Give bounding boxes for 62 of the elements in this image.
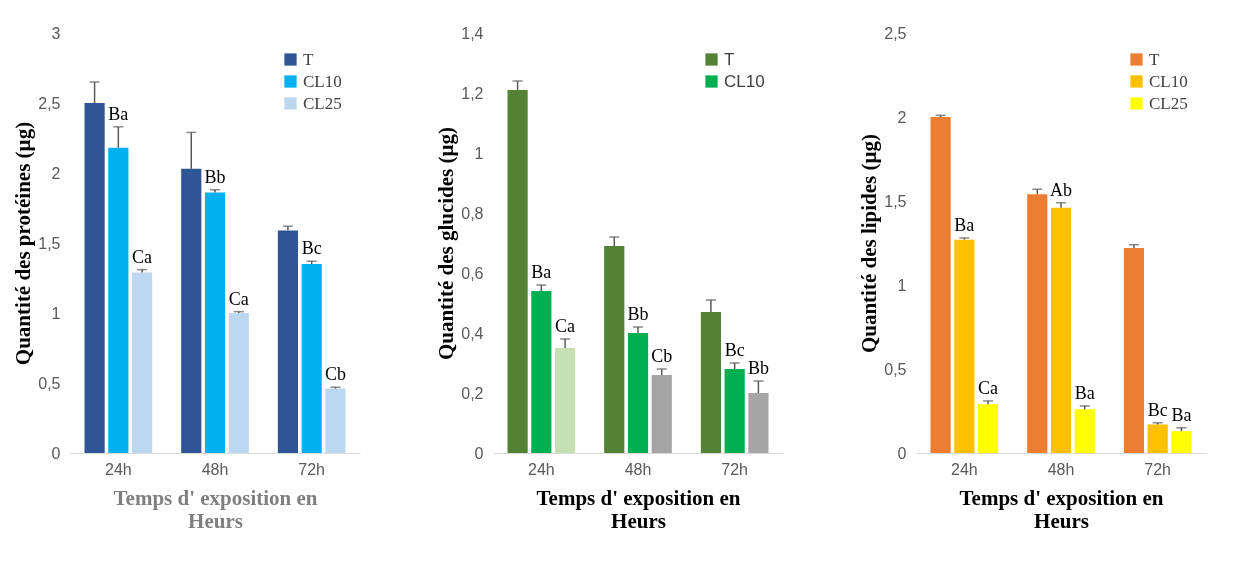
y-tick-label: 2,5 (884, 24, 907, 42)
annotation: Bc (1147, 399, 1168, 420)
y-axis-title: Quantité des lipides (µg) (857, 133, 882, 354)
x-axis-title: Temps d' exposition en Heurs (113, 485, 318, 533)
annotation: Bc (724, 340, 745, 360)
annotation: Ba (1171, 404, 1192, 425)
annotation: Ca (132, 246, 153, 267)
x-tick-label: 72h (1144, 460, 1172, 478)
annotation: Bb (204, 166, 226, 187)
y-tick-label: 1 (51, 304, 61, 322)
annotation: Bc (301, 238, 322, 259)
annotation: Ca (978, 377, 999, 398)
legend-label: T (724, 49, 735, 69)
annotation: Ba (954, 214, 975, 235)
y-tick-label: 0,4 (461, 324, 484, 342)
x-axis-title: Temps d' exposition en Heurs (536, 485, 741, 533)
annotation: Ba (108, 103, 129, 124)
annotation: Bb (747, 358, 769, 378)
x-tick-label: 48h (201, 460, 229, 478)
y-tick-label: 2,5 (38, 94, 61, 112)
y-tick-label: 0,2 (461, 384, 484, 402)
x-tick-label: 24h (950, 460, 978, 478)
y-tick-label: 0 (474, 444, 484, 462)
y-tick-label: 0,5 (884, 360, 907, 378)
y-tick-label: 2 (897, 108, 907, 126)
y-tick-label: 0,6 (461, 264, 484, 282)
annotation: Ab (1050, 179, 1072, 200)
y-tick-label: 1,5 (38, 234, 61, 252)
legend-label: T (1149, 49, 1160, 69)
y-tick-label: 0 (897, 444, 907, 462)
legend-label: CL10 (1149, 71, 1188, 91)
y-tick-label: 1,5 (884, 192, 907, 210)
x-tick-label: 24h (104, 460, 132, 478)
x-tick-label: 48h (624, 460, 652, 478)
legend-label: CL25 (1149, 93, 1188, 113)
annotation: Bb (627, 304, 649, 324)
y-axis-title: Quantité des protéines (µg) (11, 121, 36, 366)
legend-label: CL10 (724, 71, 765, 91)
x-tick-label: 72h (721, 460, 749, 478)
annotation: Ca (228, 288, 249, 309)
annotation: Ba (531, 262, 552, 282)
y-tick-label: 0 (51, 444, 61, 462)
y-tick-label: 1 (897, 276, 907, 294)
legend-label: CL10 (303, 71, 342, 91)
legend-label: T (303, 49, 314, 69)
y-tick-label: 3 (51, 24, 61, 42)
y-tick-label: 1,2 (461, 84, 484, 102)
x-tick-label: 72h (298, 460, 326, 478)
x-tick-label: 48h (1047, 460, 1075, 478)
legend-label: CL25 (303, 93, 342, 113)
x-tick-label: 24h (527, 460, 555, 478)
annotation: Ca (555, 316, 576, 336)
x-axis-title: Temps d' exposition en Heurs (959, 485, 1164, 533)
y-tick-label: 1,4 (461, 24, 484, 42)
annotation: Ba (1074, 382, 1095, 403)
y-tick-label: 0,8 (461, 204, 484, 222)
y-tick-label: 1 (474, 144, 484, 162)
annotation: Cb (324, 364, 346, 385)
y-axis-title: Quantité des glucides (µg) (434, 126, 459, 361)
y-tick-label: 0,5 (38, 374, 61, 392)
y-tick-label: 2 (51, 164, 61, 182)
annotation: Cb (651, 346, 673, 366)
